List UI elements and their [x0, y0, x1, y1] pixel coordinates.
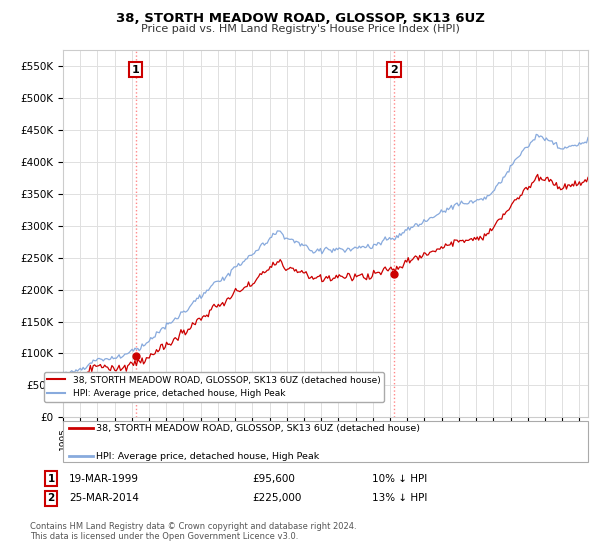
Text: 2: 2 [47, 493, 55, 503]
Text: Price paid vs. HM Land Registry's House Price Index (HPI): Price paid vs. HM Land Registry's House … [140, 24, 460, 34]
Text: 38, STORTH MEADOW ROAD, GLOSSOP, SK13 6UZ: 38, STORTH MEADOW ROAD, GLOSSOP, SK13 6U… [116, 12, 484, 25]
Text: £225,000: £225,000 [252, 493, 301, 503]
Text: 38, STORTH MEADOW ROAD, GLOSSOP, SK13 6UZ (detached house): 38, STORTH MEADOW ROAD, GLOSSOP, SK13 6U… [96, 424, 420, 433]
Text: 2: 2 [390, 64, 398, 74]
Text: Contains HM Land Registry data © Crown copyright and database right 2024.
This d: Contains HM Land Registry data © Crown c… [30, 522, 356, 542]
Text: 1: 1 [132, 64, 140, 74]
Legend: 38, STORTH MEADOW ROAD, GLOSSOP, SK13 6UZ (detached house), HPI: Average price, : 38, STORTH MEADOW ROAD, GLOSSOP, SK13 6U… [44, 372, 384, 402]
Text: 13% ↓ HPI: 13% ↓ HPI [372, 493, 427, 503]
Text: 19-MAR-1999: 19-MAR-1999 [69, 474, 139, 484]
Text: 10% ↓ HPI: 10% ↓ HPI [372, 474, 427, 484]
Text: HPI: Average price, detached house, High Peak: HPI: Average price, detached house, High… [96, 452, 319, 461]
Text: 25-MAR-2014: 25-MAR-2014 [69, 493, 139, 503]
Text: 1: 1 [47, 474, 55, 484]
Text: £95,600: £95,600 [252, 474, 295, 484]
